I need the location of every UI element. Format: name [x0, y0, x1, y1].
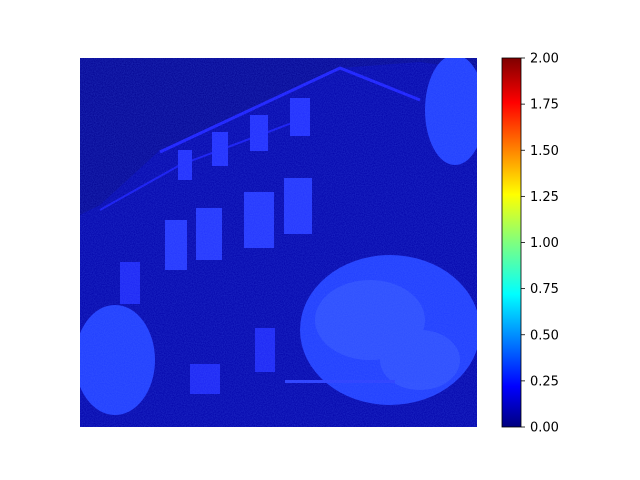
colorbar-ticks: 0.00 0.25 0.50 0.75 1.00 1.25 1.50 1.75 2.00 — [521, 52, 559, 436]
colorbar-tick-label: 0.25 — [530, 374, 559, 389]
heatmap — [80, 58, 477, 427]
colorbar-tick-label: 0.50 — [530, 328, 559, 343]
colorbar-tick-label: 0.00 — [530, 421, 559, 436]
colorbar-tick-label: 1.25 — [530, 190, 559, 205]
colorbar-tick-label: 1.50 — [530, 144, 559, 159]
heatmap-noise-texture — [80, 58, 477, 427]
colorbar-tick-label: 1.75 — [530, 98, 559, 113]
colorbar-tick-label: 1.00 — [530, 236, 559, 251]
colorbar-tick-label: 2.00 — [530, 52, 559, 67]
colorbar-gradient — [502, 58, 521, 427]
colorbar-tick-label: 0.75 — [530, 282, 559, 297]
colorbar: 0.00 0.25 0.50 0.75 1.00 1.25 1.50 1.75 2.00 — [501, 52, 559, 436]
